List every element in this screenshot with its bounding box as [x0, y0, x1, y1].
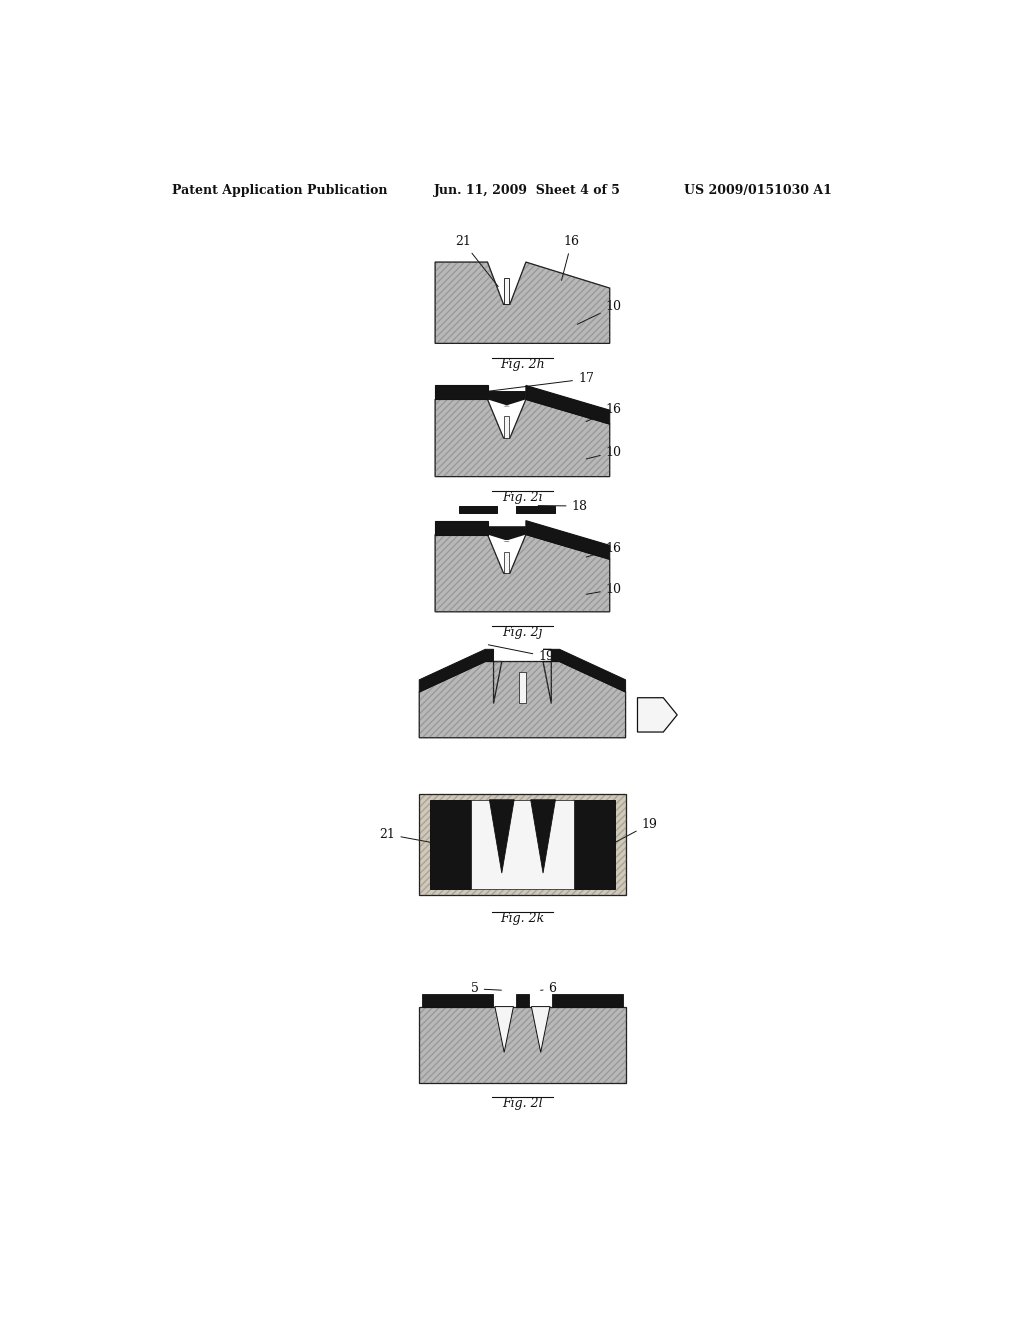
Bar: [519, 672, 525, 704]
Polygon shape: [526, 385, 609, 424]
Text: 16: 16: [561, 235, 580, 280]
Polygon shape: [435, 263, 609, 343]
Polygon shape: [487, 527, 526, 541]
Polygon shape: [487, 391, 526, 407]
Text: 10: 10: [587, 583, 622, 595]
Text: 17: 17: [481, 372, 594, 392]
Text: Patent Application Publication: Patent Application Publication: [172, 185, 387, 198]
Polygon shape: [543, 649, 626, 692]
Text: Fig. 2k: Fig. 2k: [501, 912, 545, 924]
Bar: [504, 552, 510, 573]
Text: US 2009/0151030 A1: US 2009/0151030 A1: [684, 185, 831, 198]
Polygon shape: [419, 793, 626, 895]
Text: 18: 18: [539, 499, 588, 512]
Text: 10: 10: [578, 300, 622, 325]
Bar: [504, 416, 510, 438]
Text: Fig. 2l: Fig. 2l: [502, 1097, 543, 1110]
Text: 6: 6: [541, 982, 557, 995]
Text: Fig. 2h: Fig. 2h: [500, 358, 545, 371]
Bar: [516, 994, 529, 1007]
Polygon shape: [495, 1007, 513, 1052]
Polygon shape: [419, 649, 494, 692]
Text: 10: 10: [586, 446, 622, 459]
Polygon shape: [530, 800, 555, 873]
Polygon shape: [638, 698, 677, 733]
Bar: [471, 800, 574, 890]
Text: Fig. 2j: Fig. 2j: [502, 626, 543, 639]
Bar: [459, 506, 498, 512]
Polygon shape: [489, 800, 514, 873]
Polygon shape: [435, 520, 487, 535]
Polygon shape: [526, 520, 609, 560]
Polygon shape: [419, 1007, 626, 1082]
Polygon shape: [419, 661, 626, 738]
Text: 16: 16: [586, 403, 622, 421]
Text: 10: 10: [649, 708, 673, 721]
Bar: [504, 279, 510, 305]
Bar: [422, 994, 493, 1007]
Text: 16: 16: [586, 543, 622, 557]
Polygon shape: [531, 1007, 550, 1052]
Polygon shape: [435, 400, 609, 477]
Text: 19: 19: [488, 644, 554, 663]
Text: Jun. 11, 2009  Sheet 4 of 5: Jun. 11, 2009 Sheet 4 of 5: [433, 185, 621, 198]
Text: 5: 5: [471, 982, 502, 995]
Polygon shape: [435, 385, 487, 400]
Bar: [574, 800, 615, 890]
Text: 19: 19: [613, 817, 657, 843]
Bar: [552, 994, 624, 1007]
Polygon shape: [435, 535, 609, 611]
Text: 21: 21: [455, 235, 499, 286]
Text: 21: 21: [380, 828, 439, 843]
Text: Fig. 2i: Fig. 2i: [502, 491, 543, 504]
Bar: [430, 800, 471, 890]
Bar: [516, 506, 555, 512]
